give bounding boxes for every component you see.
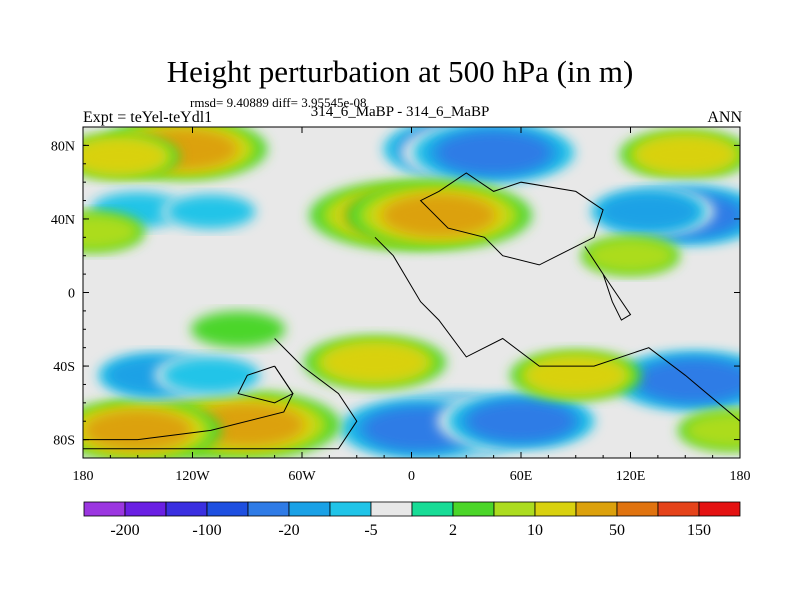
colorbar-label-0: -200 [110,522,139,539]
x-tick-label-0: 180 [73,469,94,484]
colorbar-label-7: 150 [687,522,711,539]
contour-region-12-1 [585,238,676,273]
contour-region-10-1 [166,194,256,229]
colorbar-bin-15 [698,501,741,517]
contour-region-6-3 [382,194,496,237]
contour-region-15-3 [467,401,575,442]
colorbar-bin-9 [452,501,495,517]
colorbar-label-1: -100 [192,522,221,539]
y-tick-label-0: 80N [51,139,75,154]
contour-region-3-2 [83,138,167,175]
colorbar-bin-10 [493,501,536,517]
colorbar-bin-12 [575,501,618,517]
contour-region-25-1 [684,412,740,449]
colorbar-label-5: 10 [527,522,543,539]
x-tick-label-2: 60W [288,469,316,484]
experiment-label: Expt = teYel-teYdl1 [83,109,213,126]
colorbar-bin-5 [288,501,331,517]
colorbar-bin-2 [165,501,208,517]
colorbar-label-2: -20 [278,522,299,539]
colorbar-bin-7 [370,501,413,517]
contour-region-23-2 [322,342,428,382]
x-tick-label-3: 0 [408,469,415,484]
colorbar-bin-3 [206,501,249,517]
case-label: 314_6_MaBP - 314_6_MaBP [310,104,490,120]
colorbar-label-3: -5 [364,522,377,539]
chart-title: Height perturbation at 500 hPa (in m) [166,54,634,89]
y-tick-label-2: 0 [68,287,75,302]
x-tick-label-1: 120W [175,469,210,484]
contour-region-21-3 [638,359,740,402]
colorbar-bin-13 [616,501,659,517]
contour-region-1-3 [437,131,550,174]
colorbar-bin-1 [124,501,167,517]
y-tick-label-4: 80S [53,434,75,449]
coastline-3 [419,172,604,266]
x-tick-label-5: 120E [616,469,646,484]
coastline-4 [584,246,632,321]
colorbar-label-6: 50 [609,522,625,539]
contour-region-4-2 [635,135,736,174]
colorbar-bin-0 [83,501,126,517]
contour-region-8-2 [599,192,699,231]
season-label: ANN [707,109,742,126]
colorbar-bin-14 [657,501,700,517]
x-tick-label-6: 180 [730,469,751,484]
coastline-5 [237,365,294,404]
colorbar-bin-11 [534,501,577,517]
colorbar-label-4: 2 [449,522,457,539]
colorbar-bin-6 [329,501,372,517]
y-tick-label-1: 40N [51,213,75,228]
x-tick-label-4: 60E [510,469,533,484]
colorbar-bin-4 [247,501,290,517]
contour-region-18-3 [84,410,192,451]
colorbar-bin-8 [411,501,454,517]
coastline-2 [374,236,740,422]
contour-region-24-0 [190,311,286,348]
coastline-0 [83,338,358,450]
contour-region-20-1 [161,356,260,394]
contour-region-11-1 [83,213,139,250]
stats-text: rmsd= 9.40889 diff= 3.95545e-08 [190,95,367,110]
y-tick-label-3: 40S [53,360,75,375]
contour-region-22-2 [526,356,626,395]
colorbar: -200 -100 -20 -5 2 10 50 150 [83,501,741,539]
